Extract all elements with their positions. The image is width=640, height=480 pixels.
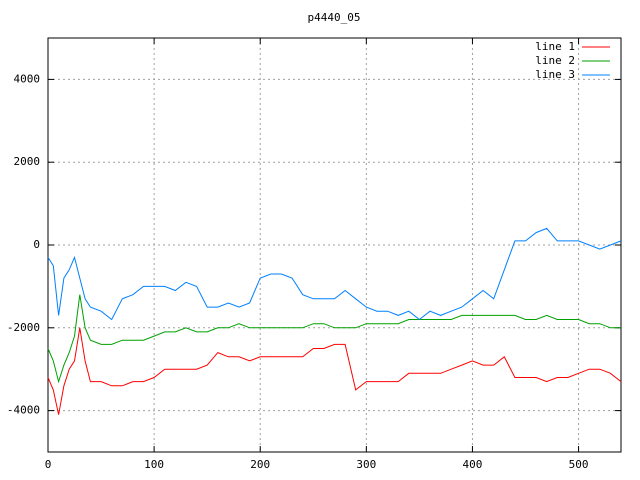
x-tick-label: 200 [250,458,270,471]
legend-label: line 1 [535,40,575,53]
line-series [47,294,621,384]
x-tick-label: 100 [144,458,164,471]
line-series [47,327,622,415]
y-tick-label: 2000 [14,155,41,168]
plot-frame [47,37,622,453]
x-tick-label: 0 [45,458,52,471]
y-tick-label: 0 [33,238,40,251]
y-tick-label: -2000 [7,321,40,334]
line-series [47,227,622,321]
x-tick-label: 500 [569,458,589,471]
y-tick-label: -4000 [7,404,40,417]
x-tick-label: 400 [463,458,483,471]
y-tick-label: 4000 [14,72,41,85]
x-tick-label: 300 [356,458,376,471]
legend-label: line 3 [535,68,575,81]
legend-label: line 2 [535,54,575,67]
chart-title: p4440_05 [308,11,361,24]
